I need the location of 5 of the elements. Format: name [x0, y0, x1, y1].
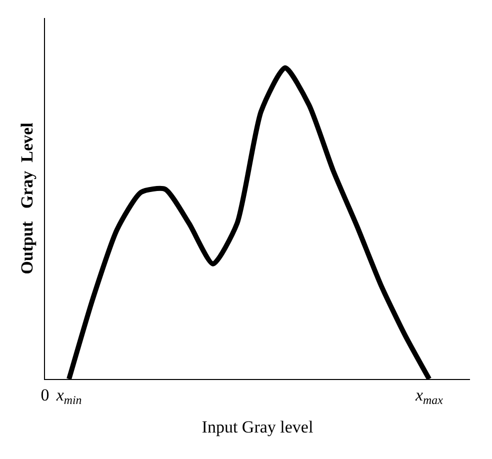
x-tick-label: x$_{min}$ — [55, 385, 82, 407]
y-axis-title: Output Gray Level — [18, 122, 37, 274]
x-tick-label: x$_{max}$ — [414, 385, 444, 407]
x-tick-label: 0 — [40, 385, 50, 404]
x-axis-title: Input Gray level — [202, 417, 314, 436]
